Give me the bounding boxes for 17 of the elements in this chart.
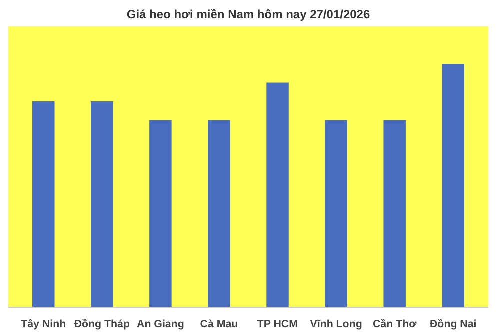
- x-tick-label: Đồng Nai: [430, 318, 477, 330]
- x-tick-label: TP HCM: [257, 318, 298, 330]
- x-tick-label: Đồng Tháp: [74, 318, 130, 330]
- bar: [208, 120, 230, 308]
- x-tick-label: Vĩnh Long: [310, 318, 362, 330]
- x-tick-label: Cà Mau: [200, 318, 238, 330]
- chart-title: Giá heo hơi miền Nam hôm nay 27/01/2026: [126, 8, 370, 22]
- bar: [266, 82, 289, 308]
- bar: [384, 120, 406, 308]
- x-tick-label: Tây Ninh: [21, 318, 66, 330]
- bar: [150, 120, 172, 308]
- x-tick-label: Cần Thơ: [373, 318, 418, 330]
- bar: [325, 120, 348, 308]
- bar: [91, 102, 114, 308]
- x-tick-label: An Giang: [137, 318, 184, 330]
- bar: [442, 64, 464, 308]
- bar: [32, 102, 55, 308]
